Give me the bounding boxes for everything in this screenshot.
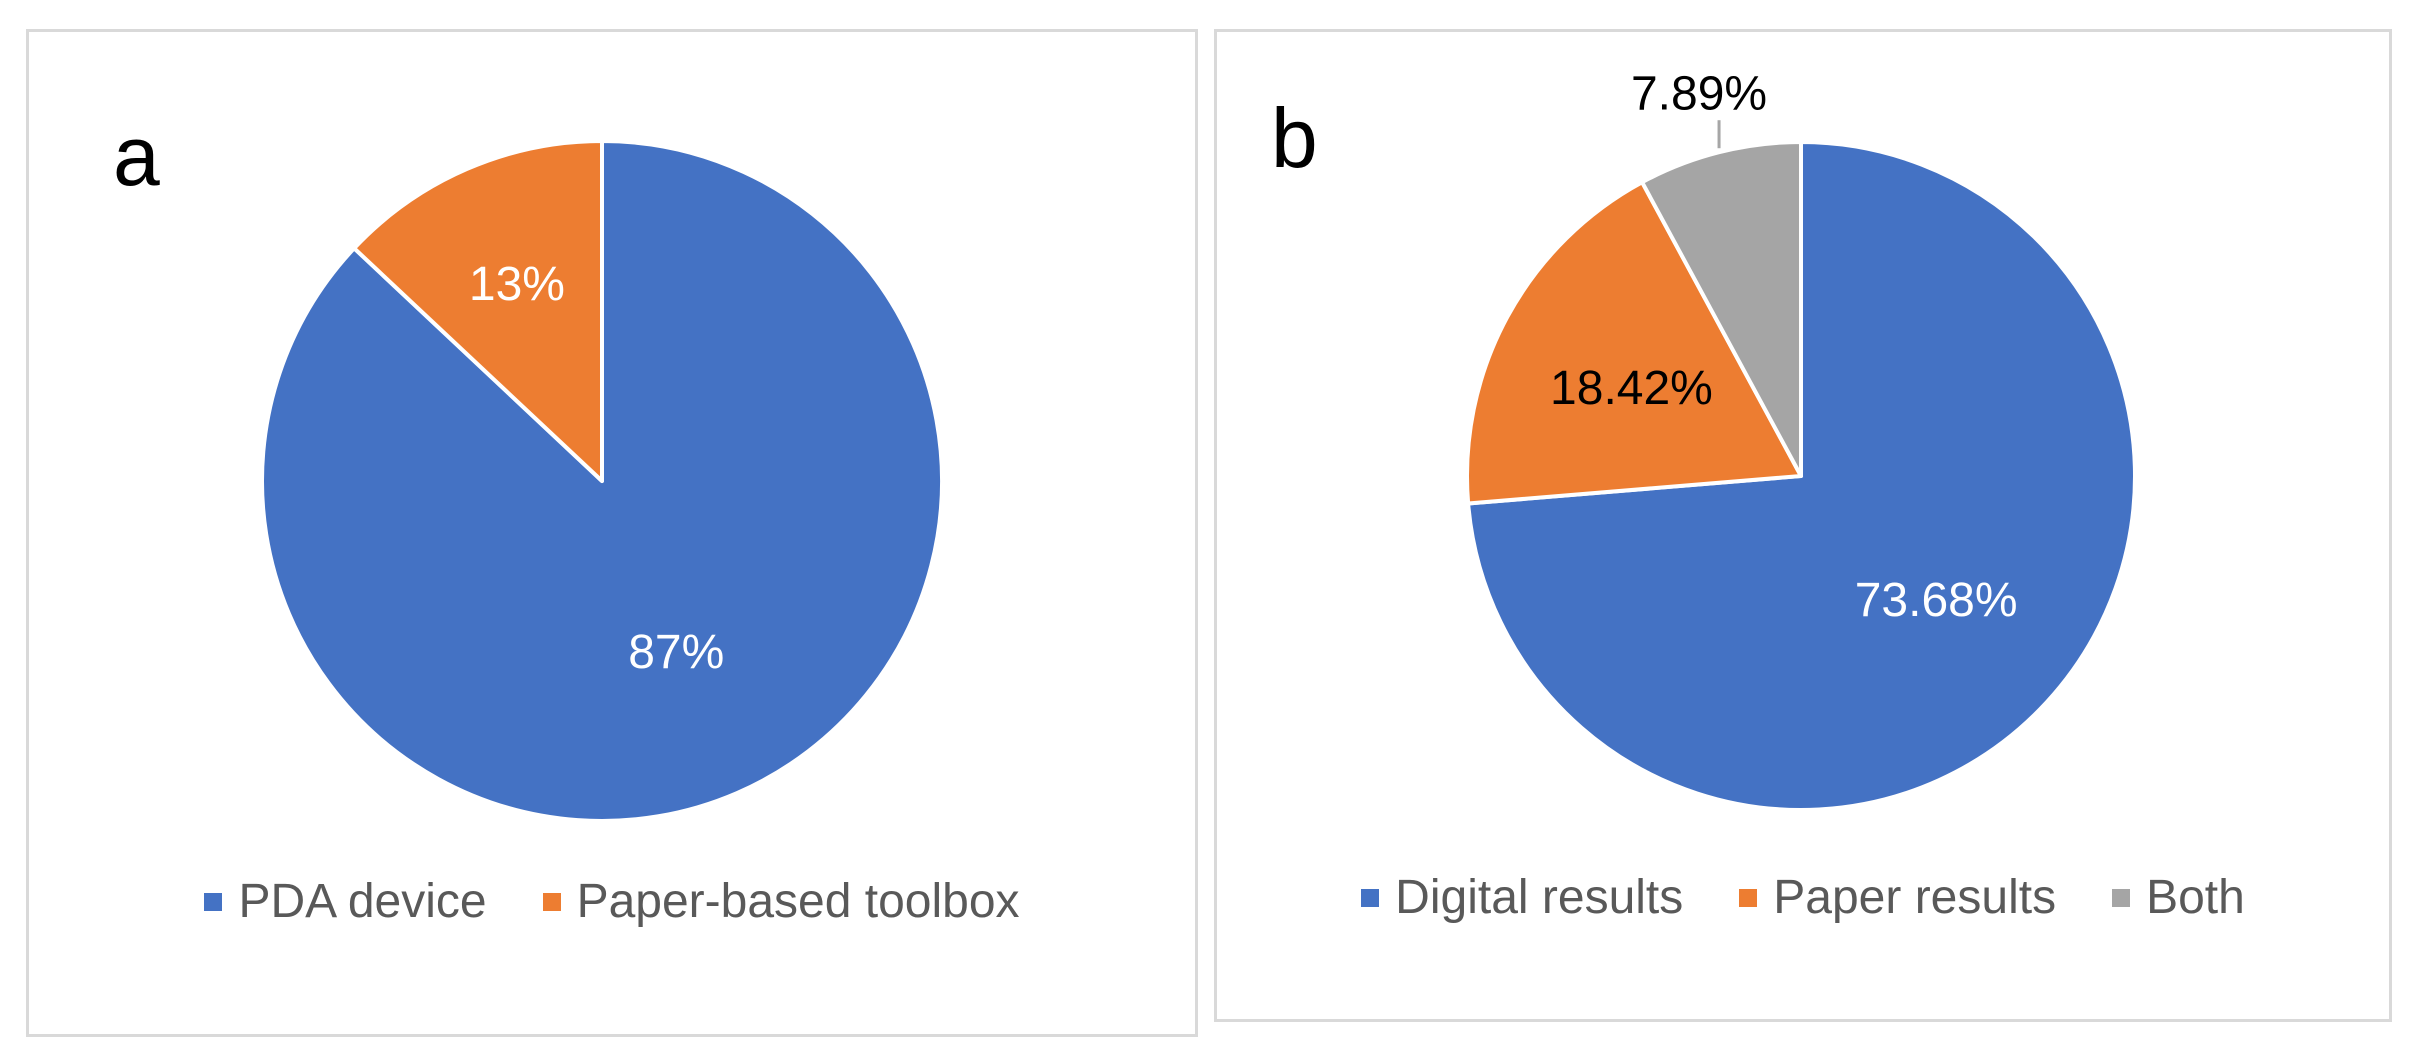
legend-b: Digital results Paper results Both — [1217, 870, 2389, 925]
pie-slice-paper-results — [1465, 180, 1803, 506]
legend-label: Digital results — [1395, 871, 1684, 924]
legend-a: PDA device Paper-based toolbox — [29, 874, 1195, 929]
data-label-paper-results: 18.42% — [1550, 362, 1713, 415]
legend-item-digital-results: Digital results — [1361, 870, 1683, 925]
panel-label-a: a — [113, 109, 160, 203]
legend-item-paper-based-toolbox: Paper-based toolbox — [542, 874, 1020, 929]
legend-item-both: Both — [2112, 870, 2245, 925]
data-label-digital-results: 73.68% — [1855, 574, 2018, 627]
data-label-both: 7.89% — [1631, 68, 1767, 121]
chart-panel-a: 87% 13% a PDA device Paper-based toolbox — [26, 29, 1198, 1037]
legend-swatch — [1361, 888, 1380, 907]
pie-chart-b: 73.68% 18.42% 7.89% — [1465, 68, 2137, 812]
legend-swatch — [542, 892, 561, 911]
legend-label: Both — [2146, 871, 2245, 924]
legend-swatch — [1739, 888, 1758, 907]
legend-swatch — [204, 892, 223, 911]
legend-label: Paper-based toolbox — [576, 875, 1020, 928]
pie-slice-both — [1640, 140, 1803, 478]
data-label-paper-based-toolbox: 13% — [469, 258, 565, 311]
panel-label-b: b — [1271, 91, 1318, 185]
pie-chart-a: 87% 13% — [260, 139, 944, 823]
legend-item-paper-results: Paper results — [1739, 870, 2056, 925]
legend-label: PDA device — [238, 875, 487, 928]
legend-label: Paper results — [1773, 871, 2057, 924]
legend-swatch — [2112, 888, 2131, 907]
pie-slice-paper-based-toolbox — [352, 139, 604, 483]
chart-panel-b: 73.68% 18.42% 7.89% b Digital results Paper… — [1214, 29, 2392, 1022]
legend-item-pda-device: PDA device — [204, 874, 487, 929]
data-label-pda-device: 87% — [628, 626, 724, 679]
